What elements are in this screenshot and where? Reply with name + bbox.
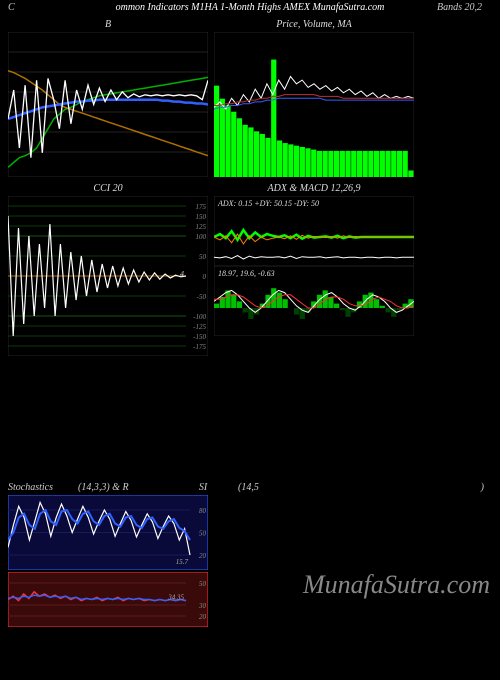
adx-chart: ADX: 0.15 +DY: 50.15 -DY: 50 bbox=[214, 196, 414, 266]
svg-text:30: 30 bbox=[198, 602, 207, 610]
header-title: ommon Indicators M1HA 1-Month Highs AMEX… bbox=[116, 2, 385, 13]
adx-macd-panel: ADX & MACD 12,26,9 ADX: 0.15 +DY: 50.15 … bbox=[214, 183, 414, 356]
page-header: C ommon Indicators M1HA 1-Month Highs AM… bbox=[0, 0, 500, 19]
close-paren: ) bbox=[481, 482, 484, 493]
macd-chart: 18.97, 19.6, -0.63 bbox=[214, 266, 414, 336]
cci-panel: CCI 20 175 150 125 100 50 0 -50 -100 -125 -150 -17… bbox=[8, 183, 208, 356]
svg-text:4: 4 bbox=[180, 269, 184, 278]
svg-text:50: 50 bbox=[199, 253, 207, 261]
rsi-chart: 50 30 20 34.35 bbox=[8, 572, 208, 627]
svg-text:175: 175 bbox=[196, 203, 207, 211]
svg-text:-150: -150 bbox=[193, 333, 206, 341]
svg-text:34.35: 34.35 bbox=[167, 594, 184, 602]
svg-text:-125: -125 bbox=[193, 323, 206, 331]
stoch-chart: 80 50 20 15.7 bbox=[8, 495, 208, 570]
svg-text:-100: -100 bbox=[193, 313, 206, 321]
svg-text:80: 80 bbox=[199, 507, 207, 515]
cci-title: CCI 20 bbox=[8, 183, 208, 194]
volma-chart bbox=[214, 32, 414, 177]
bb-title: B bbox=[8, 19, 208, 30]
svg-text:50: 50 bbox=[199, 530, 207, 538]
svg-text:125: 125 bbox=[196, 223, 207, 231]
adx-title: ADX & MACD 12,26,9 bbox=[214, 183, 414, 194]
svg-text:15.7: 15.7 bbox=[176, 558, 189, 566]
header-bands: Bands 20,2 bbox=[437, 2, 482, 13]
svg-text:0: 0 bbox=[203, 273, 207, 281]
svg-text:20: 20 bbox=[199, 613, 207, 621]
bb-panel: B bbox=[8, 19, 208, 177]
svg-text:18.97, 19.6, -0.63: 18.97, 19.6, -0.63 bbox=[218, 269, 275, 278]
svg-text:20: 20 bbox=[199, 552, 207, 560]
svg-text:ADX: 0.15 +DY: 50.15 -DY: 50: ADX: 0.15 +DY: 50.15 -DY: 50 bbox=[217, 199, 319, 208]
stoch-params: (14,3,3) & R bbox=[78, 482, 168, 493]
spacer bbox=[0, 362, 500, 482]
row-2: CCI 20 175 150 125 100 50 0 -50 -100 -125 -150 -17… bbox=[0, 183, 500, 362]
stoch-label: Stochastics bbox=[8, 482, 78, 493]
svg-text:50: 50 bbox=[199, 580, 207, 588]
row-3: 80 50 20 15.7 50 30 20 34.35 bbox=[0, 495, 500, 633]
row-1: B Price, Volume, MA bbox=[0, 19, 500, 183]
svg-text:-175: -175 bbox=[193, 343, 206, 351]
rsi-label: SI bbox=[168, 482, 238, 493]
svg-text:-50: -50 bbox=[197, 293, 207, 301]
rsi-params: (14,5 bbox=[238, 482, 318, 493]
svg-text:100: 100 bbox=[196, 233, 207, 241]
svg-text:150: 150 bbox=[196, 213, 207, 221]
bb-chart bbox=[8, 32, 208, 177]
volma-panel: Price, Volume, MA bbox=[214, 19, 414, 177]
stoch-header: Stochastics (14,3,3) & R SI (14,5 ) bbox=[0, 482, 500, 495]
header-c: C bbox=[8, 2, 15, 13]
volma-title: Price, Volume, MA bbox=[214, 19, 414, 30]
cci-chart: 175 150 125 100 50 0 -50 -100 -125 -150 -175 4 bbox=[8, 196, 208, 356]
